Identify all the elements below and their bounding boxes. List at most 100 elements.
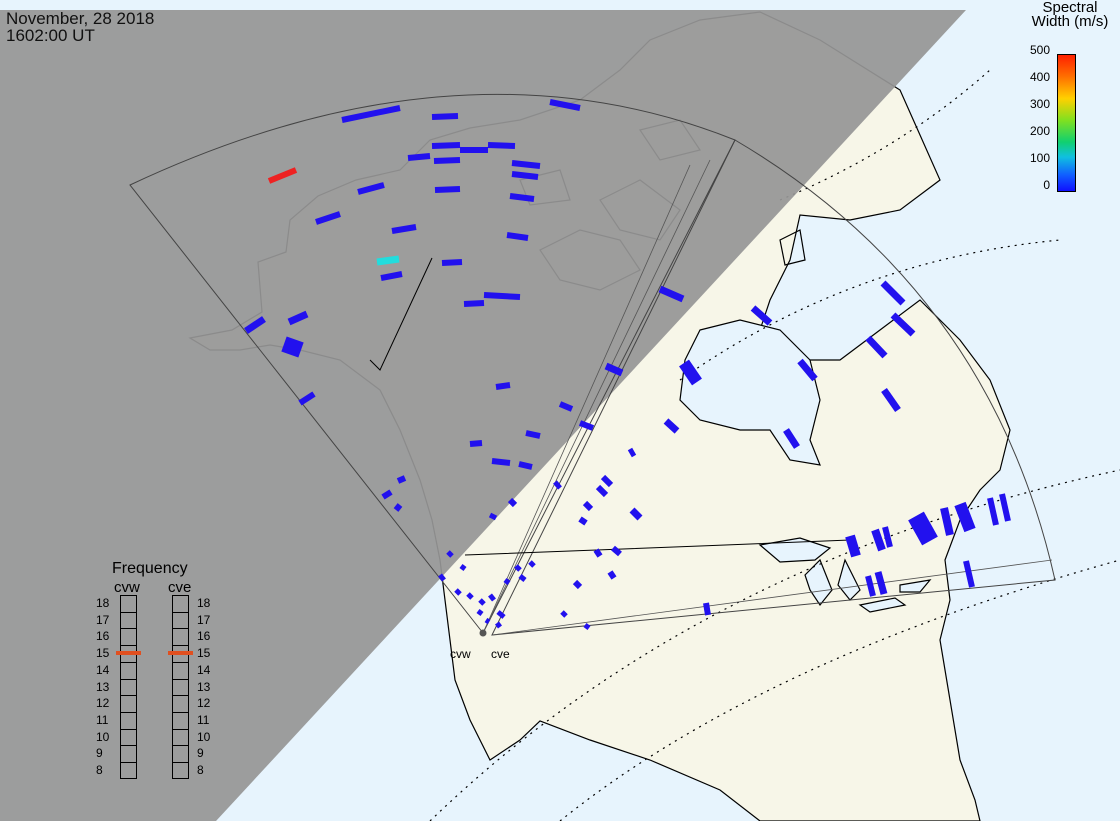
frequency-cell-divider	[172, 728, 189, 730]
frequency-cell-divider	[120, 678, 137, 680]
colorbar-tick-300: 300	[1029, 97, 1050, 111]
colorbar-tick-500: 500	[1029, 43, 1050, 57]
echo-segment	[315, 211, 341, 225]
frequency-level-label: 12	[96, 696, 110, 711]
echo-segment	[604, 362, 624, 377]
frequency-cell-divider	[120, 695, 137, 697]
echo-segment	[658, 285, 685, 303]
echo-segment	[845, 534, 861, 558]
date-label: November, 28 2018	[6, 9, 155, 28]
echo-segment	[595, 484, 609, 498]
time-label: 1602:00 UT	[6, 26, 95, 45]
echo-segment	[509, 193, 535, 202]
echo-segment	[528, 560, 536, 568]
echo-segment	[484, 617, 491, 625]
echo-segment	[244, 316, 266, 334]
frequency-cell-divider	[172, 711, 189, 713]
echo-segment	[281, 336, 304, 358]
frequency-cell-divider	[120, 645, 137, 647]
site-label-cvw: cvw	[450, 647, 471, 661]
echo-segment	[463, 300, 485, 307]
echo-segment	[466, 592, 474, 600]
echo-segment	[514, 564, 522, 572]
echo-segment	[476, 609, 484, 616]
radar-fov-cvw	[129, 93, 736, 634]
echo-segment	[783, 428, 800, 449]
echo-segment	[518, 461, 533, 470]
colorbar-tick-0: 0	[1043, 178, 1050, 192]
echo-segment	[396, 475, 407, 484]
frequency-level-label: 9	[96, 746, 103, 761]
echo-segment	[703, 602, 711, 616]
frequency-level-label: 16	[197, 629, 211, 644]
echo-segment	[487, 142, 516, 149]
echo-segment	[488, 593, 496, 602]
echo-segment	[496, 610, 506, 619]
echo-segment	[438, 573, 446, 582]
frequency-level-label: 12	[197, 696, 211, 711]
echo-segment	[558, 401, 574, 412]
colorbar-gradient	[1057, 54, 1076, 192]
frequency-level-label: 13	[96, 679, 110, 694]
echo-segment	[600, 474, 614, 488]
echo-layer	[244, 99, 1011, 630]
echo-segment	[495, 382, 511, 390]
frequency-column-cvw	[120, 595, 137, 779]
frequency-level-label: 14	[96, 662, 110, 677]
frequency-level-label: 17	[96, 612, 110, 627]
echo-segment	[469, 440, 483, 447]
frequency-title: Frequency	[112, 560, 188, 577]
echo-segment	[611, 545, 622, 557]
echo-segment	[750, 305, 773, 326]
frequency-cell-divider	[172, 661, 189, 663]
frequency-cell-divider	[120, 745, 137, 747]
frequency-marker-cvw	[116, 651, 141, 656]
echo-segment	[881, 387, 901, 413]
frequency-level-label: 8	[197, 763, 204, 777]
frequency-level-label: 18	[96, 596, 110, 610]
frequency-level-label: 11	[96, 712, 109, 727]
colorbar-title-line2: Width (m/s)	[1031, 13, 1109, 30]
echo-segment	[391, 224, 417, 234]
frequency-level-label: 17	[197, 612, 211, 627]
frequency-level-label: 15	[96, 646, 110, 661]
latitude-rings	[429, 69, 1120, 822]
echo-segment	[880, 280, 906, 306]
echo-segment	[488, 512, 498, 521]
echo-segment	[578, 420, 595, 431]
colorbar-tick-100: 100	[1029, 151, 1050, 165]
frequency-cell-divider	[172, 628, 189, 630]
frequency-level-label: 9	[197, 746, 204, 761]
echo-segment	[954, 501, 976, 533]
frequency-cell-divider	[120, 661, 137, 663]
echo-segment	[491, 458, 511, 466]
echo-segment	[433, 157, 461, 164]
radar-site-marker	[479, 629, 487, 637]
echo-segment	[865, 335, 888, 359]
colorbar-title-line1: Spectral	[1042, 0, 1098, 16]
echo-segment	[511, 171, 539, 180]
frequency-level-label: 15	[197, 646, 211, 661]
echo-segment	[483, 292, 521, 300]
echo-segment	[549, 99, 581, 111]
echo-segment	[507, 497, 518, 508]
echo-segment	[572, 579, 583, 590]
echo-segment	[341, 105, 401, 123]
colorbar-tick-200: 200	[1029, 124, 1050, 138]
frequency-level-label: 11	[197, 712, 210, 727]
frequency-cell-divider	[172, 745, 189, 747]
echo-segment	[797, 358, 818, 382]
echo-segment	[578, 516, 588, 526]
frequency-column-cve	[172, 595, 189, 779]
frequency-cell-divider	[172, 645, 189, 647]
echo-segment	[298, 391, 316, 406]
echo-segment	[503, 578, 511, 585]
echo-segment	[629, 507, 643, 521]
frequency-cell-divider	[120, 611, 137, 613]
frequency-cell-divider	[120, 711, 137, 713]
echo-segment	[381, 489, 393, 500]
alaska-border	[369, 257, 433, 371]
echo-segment	[506, 232, 529, 241]
beam-lines	[482, 159, 1053, 636]
